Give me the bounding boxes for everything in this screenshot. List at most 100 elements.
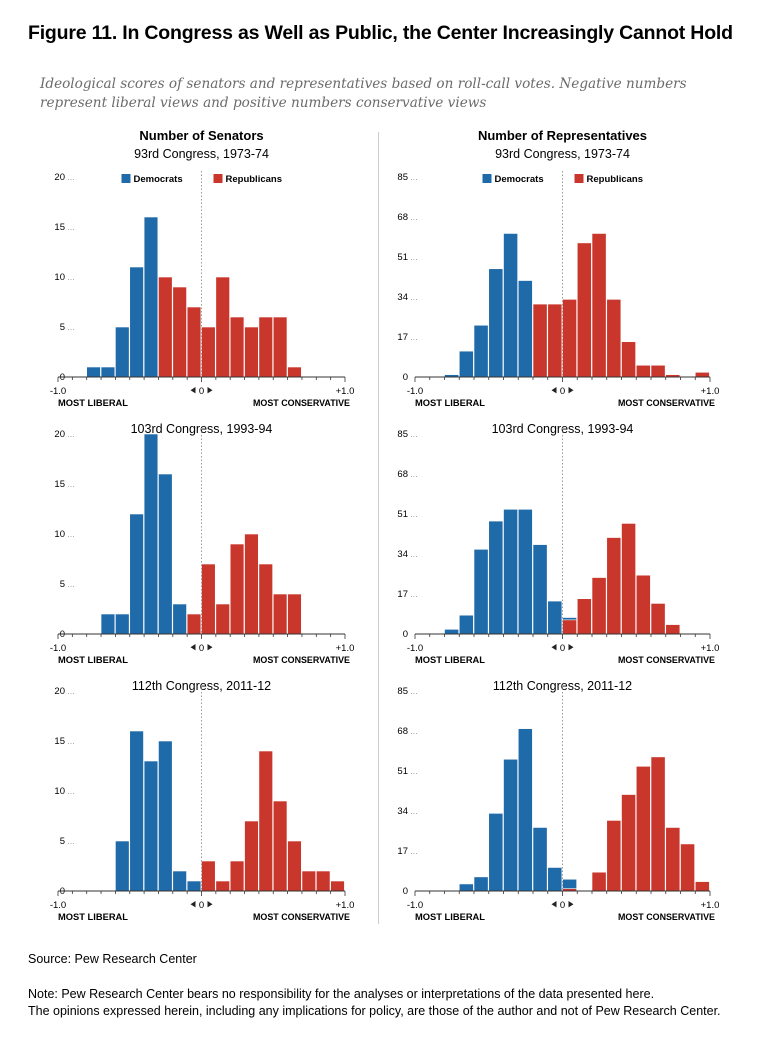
note-line-1: Note: Pew Research Center bears no respo… xyxy=(28,987,655,1001)
senate-2-xlabel-zero: 0 xyxy=(199,900,204,911)
house-1-right-arrow-icon xyxy=(568,644,574,651)
house-1-rep-bar xyxy=(621,523,636,635)
senate-1-rep-bar xyxy=(287,593,302,635)
house-1-xlabel-left: -1.0 xyxy=(407,643,423,654)
house-0-xlabel-zero: 0 xyxy=(560,386,565,397)
house-1-dem-bar xyxy=(488,520,504,635)
house-0-dem-bar xyxy=(503,233,518,378)
house-2-right-arrow-icon xyxy=(568,901,574,908)
senate-0-ytick-label: 5 xyxy=(60,322,65,333)
house-1-ytick-label: 51 xyxy=(397,509,408,520)
note-line-2: The opinions expressed herein, including… xyxy=(28,1004,721,1018)
senate-0-dem-bar xyxy=(143,216,159,378)
senate-0-xlabel-right: +1.0 xyxy=(336,386,355,397)
house-2-left-arrow-icon xyxy=(551,901,557,908)
senate-1-rep-bar xyxy=(229,543,245,635)
house-0-ytick-label: 68 xyxy=(397,212,408,223)
house-0-dem-bar xyxy=(517,280,533,378)
house-2-rep-bar xyxy=(621,794,636,892)
senate-0-rep-bar xyxy=(172,286,187,378)
house-0-ytick-dots: … xyxy=(410,293,418,302)
senate-1-rep-bar xyxy=(215,603,230,635)
senate-1-dem-bar xyxy=(129,513,144,635)
house-1-ytick-dots: … xyxy=(410,510,418,519)
senate-2-rep-bar xyxy=(258,750,273,892)
house-0-dem-bar xyxy=(458,350,474,378)
senate-1-right-arrow-icon xyxy=(207,644,213,651)
house-0-ytick-label: 34 xyxy=(397,292,408,303)
senate-2-ytick-label: 15 xyxy=(54,736,65,747)
house-1-left-arrow-icon xyxy=(551,644,557,651)
senate-2-right-arrow-icon xyxy=(207,901,213,908)
house-2-ytick-dots: … xyxy=(410,807,418,816)
senate-1-rep-bar xyxy=(244,533,259,635)
senate-1-dem-bar xyxy=(100,613,116,635)
house-1-rep-bar xyxy=(576,598,592,635)
house-0-left-arrow-icon xyxy=(551,387,557,394)
house-1-xlabel-zero: 0 xyxy=(560,643,565,654)
house-0-rep-bar xyxy=(591,233,607,378)
senate-0-rep-bar xyxy=(158,276,173,378)
house-0-ytick-label: 17 xyxy=(397,332,408,343)
senate-1-ytick-label: 5 xyxy=(60,579,65,590)
house-2-rep-bar xyxy=(680,843,695,892)
senate-2-rep-bar xyxy=(330,880,345,892)
senate-2-ytick-label: 10 xyxy=(54,786,65,797)
senate-2-dem-bar xyxy=(115,840,130,892)
senate-1-xlabel-right: +1.0 xyxy=(336,643,355,654)
senate-0-rep-bar xyxy=(201,326,216,378)
senate-1-dem-bar xyxy=(172,603,187,635)
house-0-caption-liberal: MOST LIBERAL xyxy=(415,398,486,408)
house-2-ytick-dots: … xyxy=(410,767,418,776)
column-divider xyxy=(378,132,379,924)
house-2-caption-liberal: MOST LIBERAL xyxy=(415,912,486,922)
house-2-rep-bar xyxy=(591,871,607,892)
house-1-dem-bar xyxy=(503,508,518,635)
house-1-ytick-label: 68 xyxy=(397,469,408,480)
house-2-rep-bar xyxy=(650,756,666,892)
senate-2-caption-conservative: MOST CONSERVATIVE xyxy=(253,912,350,922)
house-2-xlabel-zero: 0 xyxy=(560,900,565,911)
house-2-ytick-label: 0 xyxy=(403,886,408,897)
house-0-title: 93rd Congress, 1973-74 xyxy=(495,147,630,161)
senate-1-left-arrow-icon xyxy=(190,644,196,651)
house-1-ytick-dots: … xyxy=(410,590,418,599)
senate-1-ytick-label: 15 xyxy=(54,479,65,490)
house-1-ytick-dots: … xyxy=(410,430,418,439)
senate-0-rep-bar xyxy=(272,316,288,378)
house-1-rep-bar xyxy=(665,624,681,635)
senate-2-dem-bar xyxy=(186,880,202,892)
house-0-ytick-dots: … xyxy=(410,253,418,262)
house-0-ytick-dots: … xyxy=(410,333,418,342)
senate-0-legend-rep-label: Republicans xyxy=(226,174,283,185)
house-2-rep-bar xyxy=(665,827,681,892)
house-0-rep-bar xyxy=(621,341,636,378)
house-2-ytick-label: 17 xyxy=(397,846,408,857)
senate-0-heading: Number of Senators xyxy=(139,128,263,143)
senate-0-right-arrow-icon xyxy=(207,387,213,394)
house-1-caption-liberal: MOST LIBERAL xyxy=(415,655,486,665)
house-0-rep-bar xyxy=(694,371,710,378)
house-2-rep-bar xyxy=(694,881,710,892)
senate-1-ytick-dots: … xyxy=(67,530,75,539)
senate-2-left-arrow-icon xyxy=(190,901,196,908)
senate-2-dem-bar xyxy=(158,740,173,892)
house-0-ytick-label: 0 xyxy=(403,372,408,383)
senate-0-ytick-dots: … xyxy=(67,323,75,332)
senate-1-caption-liberal: MOST LIBERAL xyxy=(58,655,129,665)
house-1-dem-bar xyxy=(547,600,563,635)
senate-1-dem-bar xyxy=(143,433,159,635)
senate-2-ytick-label: 5 xyxy=(60,836,65,847)
house-2-dem-bar xyxy=(488,813,504,892)
house-0-legend-rep-label: Republicans xyxy=(587,174,644,185)
senate-0-ytick-label: 15 xyxy=(54,222,65,233)
senate-0-xlabel-left: -1.0 xyxy=(50,386,66,397)
house-1-dem-bar xyxy=(517,508,533,635)
source-text: Source: Pew Research Center xyxy=(28,952,197,966)
house-0-legend-rep-swatch xyxy=(574,174,584,183)
senate-0-rep-bar xyxy=(215,276,230,378)
house-1-xlabel-right: +1.0 xyxy=(701,643,720,654)
house-2-dem-bar xyxy=(547,867,563,892)
senate-0-ytick-dots: … xyxy=(67,223,75,232)
house-0-dem-bar xyxy=(473,324,489,378)
